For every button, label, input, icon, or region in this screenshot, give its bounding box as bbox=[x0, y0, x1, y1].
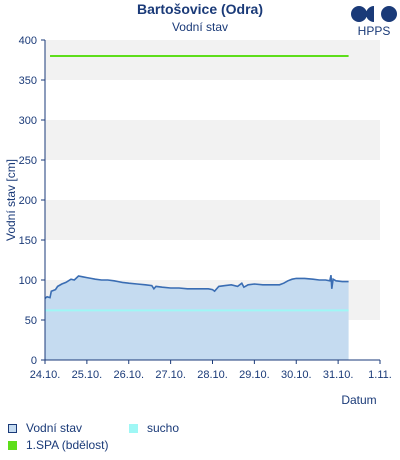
grid-band bbox=[45, 160, 380, 200]
x-tick-label: 29.10. bbox=[239, 369, 270, 381]
legend-swatch-1spa bbox=[8, 441, 17, 450]
grid-band bbox=[45, 80, 380, 120]
legend-item-1spa: 1.SPA (bdělost) bbox=[8, 438, 109, 452]
y-axis-label: Vodní stav [cm] bbox=[4, 159, 18, 241]
hpps-logo-icon bbox=[351, 6, 397, 22]
grid-band bbox=[45, 240, 380, 280]
y-tick-label: 50 bbox=[25, 315, 37, 327]
legend-swatch-sucho bbox=[129, 424, 138, 433]
chart-subtitle: Vodní stav bbox=[171, 20, 229, 34]
x-tick-label: 26.10. bbox=[113, 369, 144, 381]
grid-band bbox=[45, 200, 380, 240]
legend-label: sucho bbox=[147, 421, 180, 435]
water-level-line bbox=[44, 275, 349, 300]
x-tick-label: 24.10. bbox=[30, 369, 61, 381]
legend-item-sucho: sucho bbox=[129, 421, 179, 435]
legend-label: 1.SPA (bdělost) bbox=[26, 438, 109, 452]
chart-title: Bartošovice (Odra) bbox=[136, 1, 264, 17]
y-tick-label: 100 bbox=[19, 275, 37, 287]
hpps-logo: HPPS bbox=[347, 6, 400, 42]
legend-label: Vodní stav bbox=[26, 421, 83, 435]
legend-swatch-vodni-stav bbox=[8, 424, 17, 433]
x-tick-label: 27.10. bbox=[155, 369, 186, 381]
legend-item-vodni-stav: Vodní stav bbox=[8, 421, 82, 435]
x-tick-label: 28.10. bbox=[197, 369, 228, 381]
x-tick-label: 25.10. bbox=[72, 369, 103, 381]
x-tick-label: 1.11. bbox=[368, 369, 392, 381]
x-tick-label: 31.10. bbox=[323, 369, 354, 381]
y-tick-label: 350 bbox=[19, 75, 37, 87]
grid-band bbox=[45, 120, 380, 160]
y-tick-label: 400 bbox=[19, 35, 37, 47]
grid-band bbox=[45, 40, 380, 80]
water-level-area bbox=[45, 275, 349, 360]
y-tick-label: 150 bbox=[19, 235, 37, 247]
x-tick-label: 30.10. bbox=[281, 369, 312, 381]
y-tick-label: 0 bbox=[31, 355, 37, 367]
x-axis-label: Datum bbox=[341, 393, 376, 407]
y-tick-label: 300 bbox=[19, 115, 37, 127]
logo-text: HPPS bbox=[357, 24, 391, 38]
y-tick-label: 250 bbox=[19, 155, 37, 167]
y-tick-label: 200 bbox=[19, 195, 37, 207]
